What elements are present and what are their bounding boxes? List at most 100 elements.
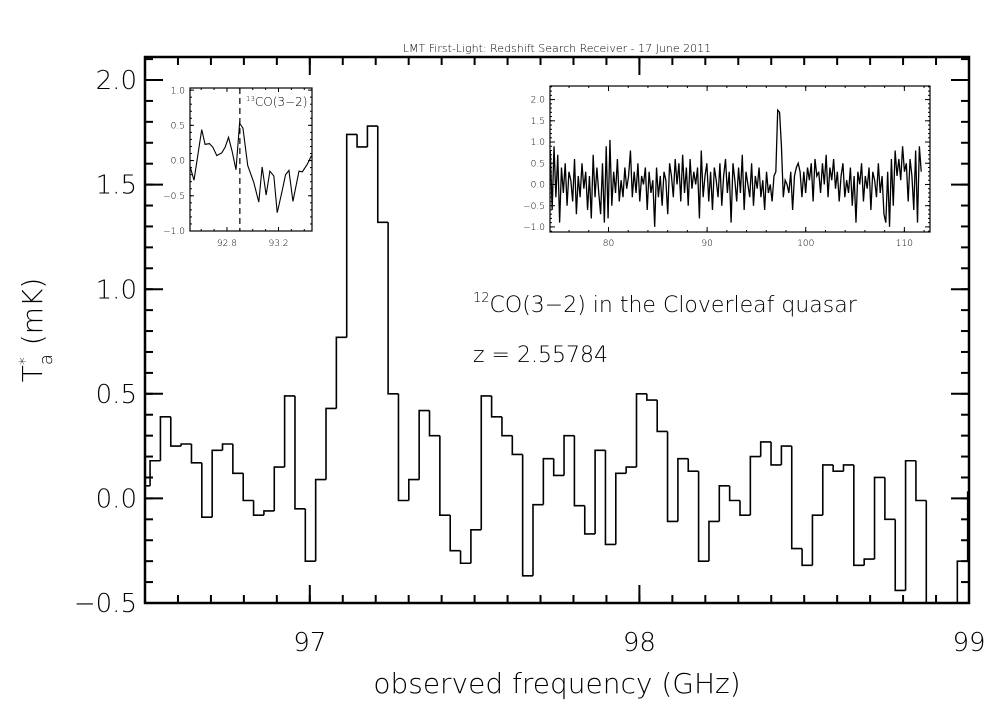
y-tick-label: −0.5	[74, 589, 137, 619]
spectrum-bin	[842, 464, 854, 472]
spectrum-bin	[169, 416, 182, 447]
spectrum-bin	[501, 416, 513, 437]
spectrum-bin	[728, 485, 740, 502]
svg-text:T*a (mK): T* a (mK)	[15, 278, 57, 383]
y-tick-label: 2.0	[96, 66, 137, 96]
y-tick-label: 1.0	[96, 275, 137, 305]
main-spectrum	[145, 125, 969, 604]
x-tick-label: 110	[896, 239, 913, 249]
inset-13co-spectrum	[189, 121, 312, 213]
spectrum-bin	[521, 454, 534, 577]
spectrum-bin	[480, 395, 492, 530]
spectrum-bin	[687, 458, 699, 473]
y-axis-label-sub: a	[36, 354, 57, 365]
spectrum-bin	[294, 395, 306, 510]
spectrum-bin	[439, 435, 451, 516]
spectrum-bin	[790, 446, 803, 550]
spectrum-bin	[821, 464, 834, 516]
spectrum-bin	[583, 505, 596, 535]
y-tick-label: 2.0	[531, 96, 545, 106]
y-tick-label: 0.0	[171, 157, 185, 167]
inset-13co-label-sup: 13	[246, 95, 255, 103]
spectrum-bin	[573, 435, 585, 507]
x-axis-label: observed frequency (GHz)	[373, 667, 740, 700]
spectrum-bin	[221, 443, 233, 451]
spectrum-bin	[242, 473, 254, 502]
spectrum-bin	[832, 464, 844, 473]
spectrum-bin	[542, 457, 554, 505]
spectrum-bin	[677, 457, 689, 522]
y-tick-label: 1.5	[96, 171, 137, 201]
x-tick-label: 97	[293, 628, 326, 658]
y-tick-label: 0.5	[531, 159, 545, 169]
x-tick-label: 98	[623, 628, 656, 658]
annotation-sup: 12	[473, 291, 490, 306]
spectrum-bin	[459, 550, 471, 565]
spectrum-bin	[666, 431, 678, 523]
spectrum-bin	[697, 471, 709, 562]
y-axis-label-sup: *	[15, 357, 34, 365]
spectrum-bin	[449, 515, 461, 552]
annotation-text: CO(3−2) in the Cloverleaf quasar	[490, 293, 858, 318]
inset-full-band-spectrum	[549, 108, 922, 227]
spectrum-bin	[759, 441, 772, 457]
spectrum-bin	[853, 464, 865, 567]
spectrum-bin	[283, 395, 295, 468]
y-tick-label: 0.0	[531, 181, 545, 191]
spectrum-bin	[604, 450, 616, 546]
inset-full-band-plot: 80 90 100 110 2.0 1.5 1.0 0.5 0.0 −0.5 −1.0	[523, 85, 931, 249]
spectrum-bin	[408, 478, 420, 501]
y-tick-label: 1.0	[531, 138, 545, 148]
spectrum-bin	[884, 477, 896, 521]
spectrum-bin	[273, 466, 285, 511]
spectrum-bin	[428, 410, 440, 437]
spectrum-bin	[252, 500, 264, 516]
spectrum-bin	[190, 444, 202, 464]
spectrum-bin	[770, 441, 782, 466]
spectrum-bin	[532, 503, 544, 576]
spectrum-bin	[956, 560, 968, 603]
y-tick-label: 0.5	[96, 380, 137, 410]
spectrum-bin	[376, 126, 389, 224]
spectrum-bin	[563, 434, 575, 476]
redshift-annotation: z = 2.55784	[473, 343, 608, 368]
spectrum-bin	[314, 478, 327, 562]
spectrum-bin	[149, 459, 161, 486]
spectrum-bin	[263, 510, 275, 516]
spectrum-bin	[304, 508, 316, 562]
spectrum-bin	[387, 222, 399, 395]
spectrum-bin	[656, 400, 668, 433]
y-tick-label: 1.0	[171, 86, 185, 96]
y-tick-label: −1.0	[163, 227, 185, 237]
spectrum-bin	[180, 443, 192, 447]
y-tick-label: −0.5	[163, 192, 185, 202]
x-tick-label: 99	[952, 628, 985, 658]
spectrum-bin	[801, 548, 813, 567]
spectrum-bin	[397, 393, 409, 502]
spectrum-bin	[873, 476, 885, 560]
y-axis-label-main: T	[16, 365, 49, 382]
y-axis-label: T* a (mK)	[15, 278, 57, 383]
spectrum-bin	[811, 514, 823, 566]
y-tick-label: −1.0	[523, 223, 545, 233]
spectrum-bin	[552, 458, 565, 477]
spectrum-bin	[325, 407, 337, 480]
main-axes: 97 98 99 2.0 1.5 1.0 0.5 0.0 −0.5	[74, 57, 986, 658]
spectrum-bin	[635, 393, 647, 468]
y-tick-label: 1.5	[531, 117, 545, 127]
spectrum-bin	[749, 455, 761, 516]
spectrum-bin	[345, 133, 358, 338]
spectrum-bin	[159, 416, 171, 461]
x-tick-label: 93.2	[268, 239, 288, 249]
y-tick-label: 0.0	[96, 485, 137, 515]
spectrum-bin	[356, 134, 368, 148]
spectrum-bin	[511, 435, 523, 456]
y-axis-label-unit: (mK)	[16, 278, 49, 354]
x-tick-label: 100	[797, 239, 814, 249]
inset-13co-label-text: CO(3−2)	[255, 95, 308, 109]
main-plot-frame	[143, 55, 971, 605]
spectrum-bin	[894, 519, 906, 592]
inset-13co-frame	[189, 87, 313, 232]
spectrum-bin	[232, 444, 244, 475]
